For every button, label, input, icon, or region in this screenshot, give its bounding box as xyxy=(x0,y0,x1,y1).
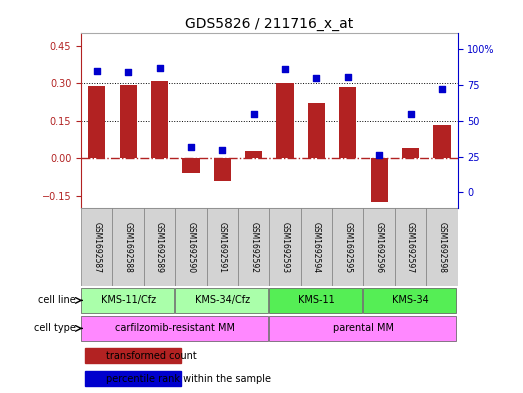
Point xyxy=(249,110,258,117)
Bar xyxy=(269,316,457,341)
Bar xyxy=(151,81,168,158)
Point xyxy=(312,75,321,81)
Bar xyxy=(182,158,199,173)
Bar xyxy=(363,288,457,313)
Point xyxy=(344,73,352,80)
Bar xyxy=(433,125,450,158)
Text: GSM1692595: GSM1692595 xyxy=(343,222,353,273)
Text: GSM1692593: GSM1692593 xyxy=(280,222,290,273)
Bar xyxy=(81,208,112,286)
Text: carfilzomib-resistant MM: carfilzomib-resistant MM xyxy=(115,323,235,333)
Bar xyxy=(238,208,269,286)
Text: GSM1692591: GSM1692591 xyxy=(218,222,227,273)
Bar xyxy=(276,83,293,158)
Text: GSM1692590: GSM1692590 xyxy=(186,222,196,273)
Bar xyxy=(269,288,362,313)
Text: GSM1692587: GSM1692587 xyxy=(92,222,101,273)
Point xyxy=(281,66,289,72)
Point xyxy=(438,86,446,92)
Bar xyxy=(85,349,181,364)
Bar xyxy=(119,84,137,158)
Bar xyxy=(81,316,268,341)
Bar xyxy=(308,103,325,158)
Bar xyxy=(370,158,388,202)
Point xyxy=(93,68,101,74)
Bar xyxy=(175,288,268,313)
Point xyxy=(375,152,383,158)
Point xyxy=(155,65,164,71)
Bar xyxy=(245,151,262,158)
Bar xyxy=(402,149,419,158)
Point xyxy=(187,143,195,150)
Text: parental MM: parental MM xyxy=(333,323,394,333)
Text: cell type: cell type xyxy=(34,323,76,333)
Text: GSM1692592: GSM1692592 xyxy=(249,222,258,273)
Text: KMS-11: KMS-11 xyxy=(298,296,335,305)
Bar xyxy=(395,208,426,286)
Text: KMS-11/Cfz: KMS-11/Cfz xyxy=(100,296,156,305)
Bar xyxy=(301,208,332,286)
Bar xyxy=(339,87,356,158)
Text: GSM1692589: GSM1692589 xyxy=(155,222,164,273)
Text: cell line: cell line xyxy=(38,296,76,305)
Bar xyxy=(88,86,105,158)
Point xyxy=(124,69,132,75)
Text: KMS-34: KMS-34 xyxy=(392,296,429,305)
Bar xyxy=(112,208,144,286)
Point xyxy=(406,110,415,117)
Text: percentile rank within the sample: percentile rank within the sample xyxy=(106,374,270,384)
Bar xyxy=(426,208,458,286)
Bar xyxy=(85,371,181,386)
Text: GSM1692596: GSM1692596 xyxy=(374,222,384,273)
Bar xyxy=(207,208,238,286)
Text: GSM1692588: GSM1692588 xyxy=(123,222,133,273)
Text: transformed count: transformed count xyxy=(106,351,196,361)
Bar xyxy=(269,208,301,286)
Bar xyxy=(81,288,174,313)
Point xyxy=(218,147,226,153)
Bar xyxy=(144,208,175,286)
Bar xyxy=(332,208,363,286)
Title: GDS5826 / 211716_x_at: GDS5826 / 211716_x_at xyxy=(185,17,354,31)
Bar xyxy=(363,208,395,286)
Bar xyxy=(175,208,207,286)
Text: GSM1692598: GSM1692598 xyxy=(437,222,447,273)
Text: GSM1692597: GSM1692597 xyxy=(406,222,415,273)
Text: KMS-34/Cfz: KMS-34/Cfz xyxy=(195,296,250,305)
Bar xyxy=(213,158,231,181)
Text: GSM1692594: GSM1692594 xyxy=(312,222,321,273)
